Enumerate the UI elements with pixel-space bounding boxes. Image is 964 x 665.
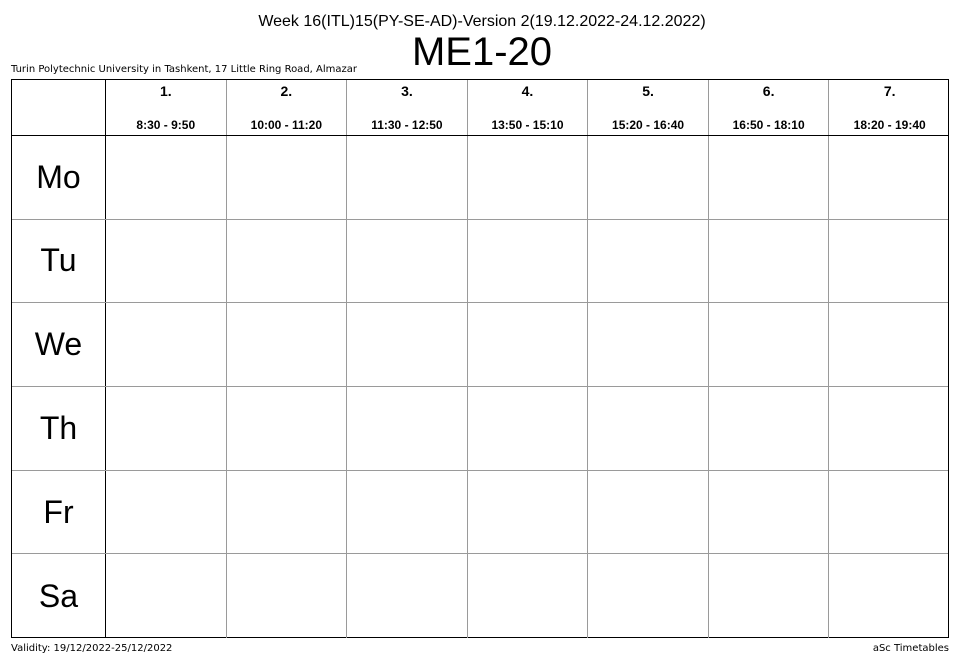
timetable-cell xyxy=(829,136,950,219)
day-row: Fr xyxy=(12,470,950,555)
timetable-cell xyxy=(347,219,468,303)
period-time: 16:50 - 18:10 xyxy=(732,118,805,132)
period-header-row: 1. 8:30 - 9:50 2. 10:00 - 11:20 3. 11:30… xyxy=(12,80,948,136)
timetable-cell xyxy=(829,303,950,386)
day-label: Fr xyxy=(12,470,106,554)
timetable-cell xyxy=(588,387,709,470)
software-credit: aSc Timetables xyxy=(872,643,949,654)
timetable-cell xyxy=(227,303,348,386)
period-number: 2. xyxy=(280,83,293,99)
timetable-cell xyxy=(347,554,468,638)
room-title: ME1-20 xyxy=(411,30,553,74)
day-label: Sa xyxy=(12,554,106,638)
timetable-cell xyxy=(227,554,348,638)
timetable-cell xyxy=(347,470,468,554)
day-label: Tu xyxy=(12,219,106,303)
period-header: 5. 15:20 - 16:40 xyxy=(588,80,709,135)
period-header: 7. 18:20 - 19:40 xyxy=(829,80,950,135)
timetable-cell xyxy=(468,303,589,386)
period-time: 15:20 - 16:40 xyxy=(612,118,685,132)
day-row: Tu xyxy=(12,219,950,304)
header-corner-cell xyxy=(12,80,106,135)
period-number: 5. xyxy=(642,83,654,99)
period-time: 13:50 - 15:10 xyxy=(491,118,564,132)
day-label: Mo xyxy=(12,136,106,219)
period-header: 1. 8:30 - 9:50 xyxy=(106,80,227,135)
timetable-body: Mo Tu We Th Fr Sa xyxy=(12,136,948,638)
day-row: We xyxy=(12,303,948,387)
timetable-cell xyxy=(227,136,348,219)
timetable-cell xyxy=(709,219,830,303)
timetable-cell xyxy=(468,387,589,470)
timetable-cell xyxy=(468,470,589,554)
timetable-cell xyxy=(588,136,709,219)
page-subtitle: Week 16(ITL)15(PY-SE-AD)-Version 2(19.12… xyxy=(258,13,706,30)
period-number: 3. xyxy=(401,83,413,99)
period-time: 18:20 - 19:40 xyxy=(853,118,926,132)
timetable-cell xyxy=(709,303,830,386)
timetable-cell xyxy=(829,471,950,554)
timetable-cell xyxy=(227,219,348,303)
timetable-cell xyxy=(829,220,950,303)
period-header: 4. 13:50 - 15:10 xyxy=(468,80,589,135)
timetable-cell xyxy=(709,136,830,219)
timetable-cell xyxy=(106,554,227,638)
timetable-cell xyxy=(106,219,227,303)
timetable-cell xyxy=(829,554,950,638)
day-row: Th xyxy=(12,387,948,471)
day-row: Mo xyxy=(12,136,948,220)
timetable-cell xyxy=(106,136,227,219)
timetable-cell xyxy=(468,136,589,219)
day-label: Th xyxy=(12,387,106,470)
timetable-cell xyxy=(227,470,348,554)
timetable-cell xyxy=(106,470,227,554)
period-time: 8:30 - 9:50 xyxy=(136,118,196,132)
timetable-grid: 1. 8:30 - 9:50 2. 10:00 - 11:20 3. 11:30… xyxy=(11,79,949,638)
period-header: 2. 10:00 - 11:20 xyxy=(227,80,348,135)
timetable-cell xyxy=(588,303,709,386)
timetable-cell xyxy=(588,554,709,638)
timetable-cell xyxy=(106,303,227,386)
timetable-cell xyxy=(709,470,830,554)
period-header: 3. 11:30 - 12:50 xyxy=(347,80,468,135)
period-header: 6. 16:50 - 18:10 xyxy=(709,80,830,135)
day-label: We xyxy=(12,303,106,386)
validity-note: Validity: 19/12/2022-25/12/2022 xyxy=(11,643,173,654)
timetable-cell xyxy=(709,554,830,638)
timetable-cell xyxy=(829,387,950,470)
timetable-cell xyxy=(468,554,589,638)
period-number: 6. xyxy=(762,83,775,99)
timetable-cell xyxy=(709,387,830,470)
period-time: 11:30 - 12:50 xyxy=(371,118,443,132)
period-number: 7. xyxy=(883,83,896,99)
timetable-cell xyxy=(106,387,227,470)
period-number: 1. xyxy=(159,83,172,99)
institution-address: Turin Polytechnic University in Tashkent… xyxy=(11,64,357,75)
timetable-cell xyxy=(588,470,709,554)
day-row: Sa xyxy=(12,554,948,638)
timetable-cell xyxy=(347,136,468,219)
period-time: 10:00 - 11:20 xyxy=(250,118,323,132)
timetable-cell xyxy=(468,219,589,303)
timetable-cell xyxy=(347,387,468,470)
timetable-cell xyxy=(347,303,468,386)
timetable-cell xyxy=(588,219,709,303)
period-number: 4. xyxy=(521,83,534,99)
timetable-cell xyxy=(227,387,348,470)
